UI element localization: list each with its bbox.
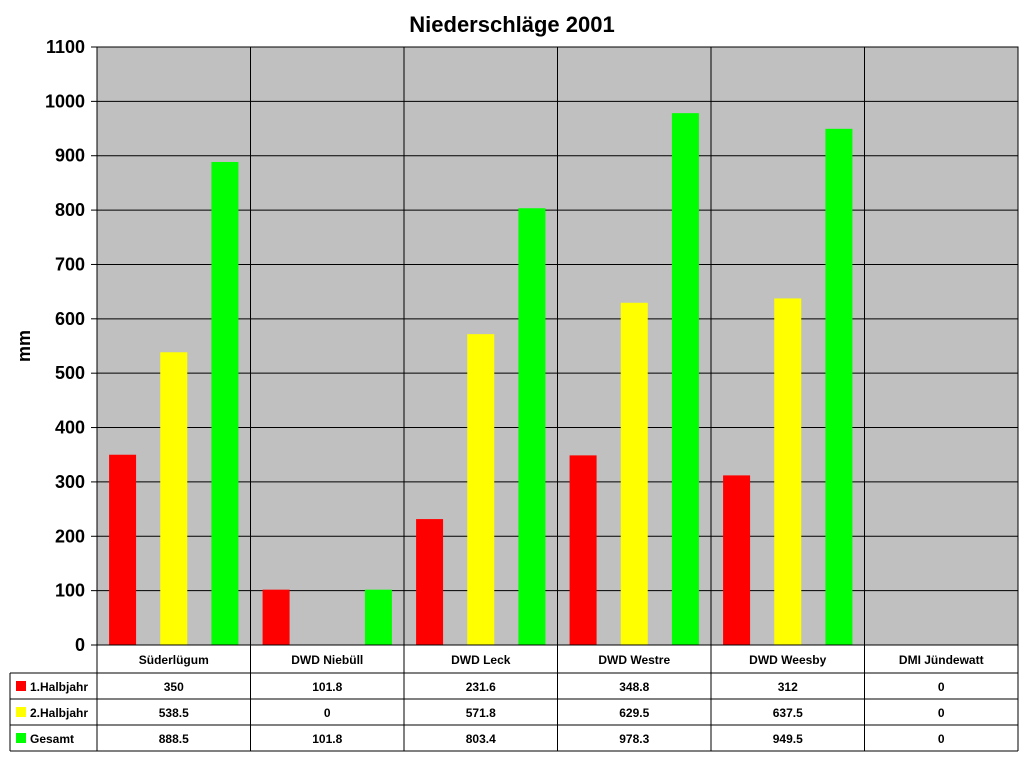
bar-1halbjahr <box>416 519 444 645</box>
table-value: 949.5 <box>773 732 803 746</box>
y-tick-label: 200 <box>55 526 85 546</box>
y-tick-label: 1100 <box>46 37 85 57</box>
category-label: DWD Weesby <box>749 653 826 667</box>
y-tick-label: 700 <box>55 254 85 274</box>
legend-label: 2.Halbjahr <box>30 706 88 720</box>
table-value: 0 <box>324 706 331 720</box>
bar-1halbjahr <box>723 475 751 645</box>
bar-gesamt <box>518 208 546 645</box>
table-value: 0 <box>938 706 945 720</box>
y-tick-label: 1000 <box>45 91 85 111</box>
category-label: DMI Jündewatt <box>899 653 984 667</box>
y-tick-label: 900 <box>55 146 85 166</box>
bar-1halbjahr <box>109 454 137 645</box>
table-value: 571.8 <box>466 706 496 720</box>
category-label: DWD Westre <box>598 653 670 667</box>
y-tick-label: 600 <box>55 309 85 329</box>
bar-gesamt <box>211 161 239 645</box>
legend-swatch <box>16 733 26 743</box>
table-value: 978.3 <box>619 732 649 746</box>
table-value: 0 <box>938 732 945 746</box>
y-axis-label: mm <box>14 330 34 362</box>
table-value: 231.6 <box>466 680 496 694</box>
bar-gesamt <box>671 113 699 646</box>
bar-2halbjahr <box>620 302 648 645</box>
bar-2halbjahr <box>774 298 802 645</box>
table-value: 350 <box>164 680 184 694</box>
legend-swatch <box>16 681 26 691</box>
table-value: 538.5 <box>159 706 189 720</box>
table-value: 629.5 <box>619 706 649 720</box>
bar-gesamt <box>364 589 392 645</box>
chart-title: Niederschläge 2001 <box>409 12 615 37</box>
y-tick-label: 300 <box>55 472 85 492</box>
table-value: 803.4 <box>466 732 496 746</box>
y-tick-label: 0 <box>75 635 85 655</box>
y-tick-label: 500 <box>55 363 85 383</box>
y-tick-label: 100 <box>55 581 85 601</box>
table-value: 348.8 <box>619 680 649 694</box>
legend-swatch <box>16 707 26 717</box>
y-tick-label: 400 <box>55 418 85 438</box>
bar-2halbjahr <box>467 334 495 645</box>
y-tick-label: 800 <box>55 200 85 220</box>
category-label: DWD Niebüll <box>291 653 363 667</box>
legend-label: 1.Halbjahr <box>30 680 88 694</box>
table-value: 101.8 <box>312 680 342 694</box>
bar-1halbjahr <box>262 589 290 645</box>
table-value: 637.5 <box>773 706 803 720</box>
table-value: 312 <box>778 680 798 694</box>
bar-gesamt <box>825 128 853 646</box>
bar-1halbjahr <box>569 455 597 645</box>
table-value: 0 <box>938 680 945 694</box>
table-value: 101.8 <box>312 732 342 746</box>
bar-2halbjahr <box>160 352 188 645</box>
table-value: 888.5 <box>159 732 189 746</box>
category-label: DWD Leck <box>451 653 511 667</box>
category-label: Süderlügum <box>139 653 209 667</box>
legend-label: Gesamt <box>30 732 74 746</box>
